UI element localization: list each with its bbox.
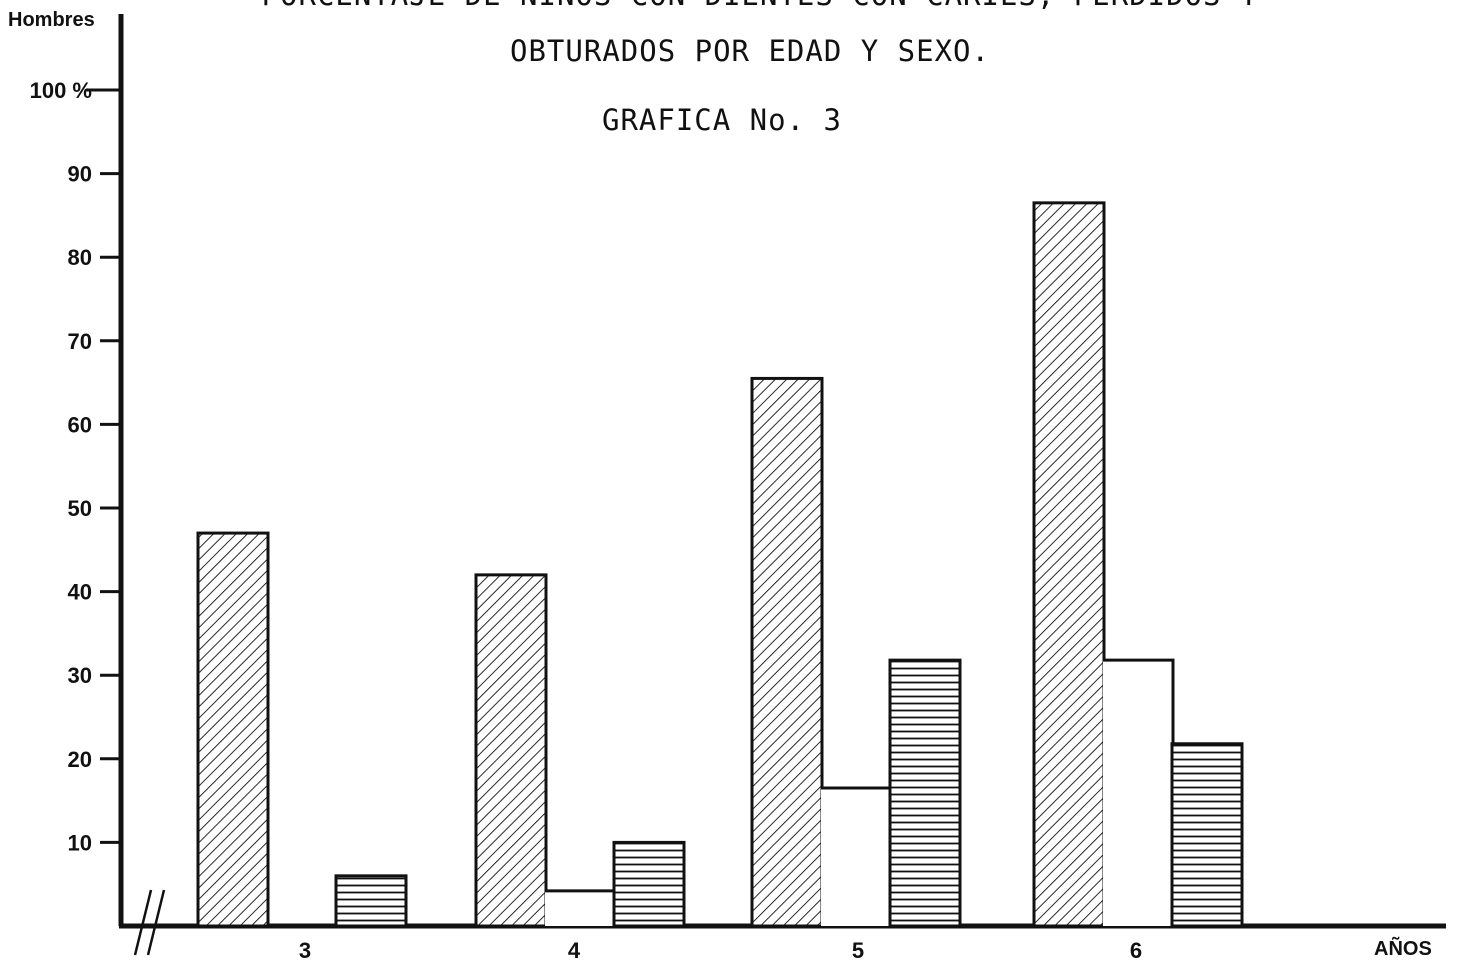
chart-title-line-2: OBTURADOS POR EDAD Y SEXO. [510, 34, 990, 68]
axis-break-mark-1 [133, 889, 153, 956]
y-tick-label-60: 60 [68, 412, 92, 437]
bar-5-series-1 [750, 376, 824, 928]
bar-6-series-1 [1032, 201, 1106, 928]
bar-4-series-1 [474, 573, 548, 928]
bar-6-series-3 [1170, 742, 1244, 928]
bars [196, 201, 1244, 928]
x-category-label-5: 5 [852, 938, 864, 963]
x-category-label-6: 6 [1130, 938, 1142, 963]
chart-subtitle: GRAFICA No. 3 [602, 103, 842, 137]
bar-6-series-2 [1103, 658, 1175, 926]
x-category-label-4: 4 [568, 938, 581, 963]
chart-title-line-1: PORCENTAJE DE NIÑOS CON DIENTES CON CARI… [262, 0, 1259, 12]
y-tick-label-10: 10 [68, 830, 92, 855]
y-tick-label-30: 30 [68, 663, 92, 688]
y-tick-label-70: 70 [68, 329, 92, 354]
axis-break-mark-2 [146, 889, 166, 956]
bar-4-series-3 [612, 840, 686, 928]
y-tick-label-80: 80 [68, 245, 92, 270]
bar-5-series-3 [888, 658, 962, 928]
y-tick-label-100: 100 % [30, 78, 92, 103]
bar-3-series-3 [334, 874, 408, 928]
x-axis-label: AÑOS [1374, 937, 1432, 960]
x-category-label-3: 3 [299, 938, 311, 963]
bar-5-series-2 [821, 786, 893, 926]
y-axis-label: Hombres [8, 9, 95, 31]
y-tick-label-40: 40 [68, 580, 92, 605]
y-ticks: 10 20 30 40 50 60 70 80 90 100 % [30, 78, 121, 855]
bar-3-series-1 [196, 531, 270, 928]
x-category-labels: 3 4 5 6 [299, 938, 1142, 963]
y-tick-label-20: 20 [68, 747, 92, 772]
bar-4-series-2 [545, 889, 617, 926]
y-tick-label-90: 90 [68, 162, 92, 187]
y-tick-label-50: 50 [68, 496, 92, 521]
